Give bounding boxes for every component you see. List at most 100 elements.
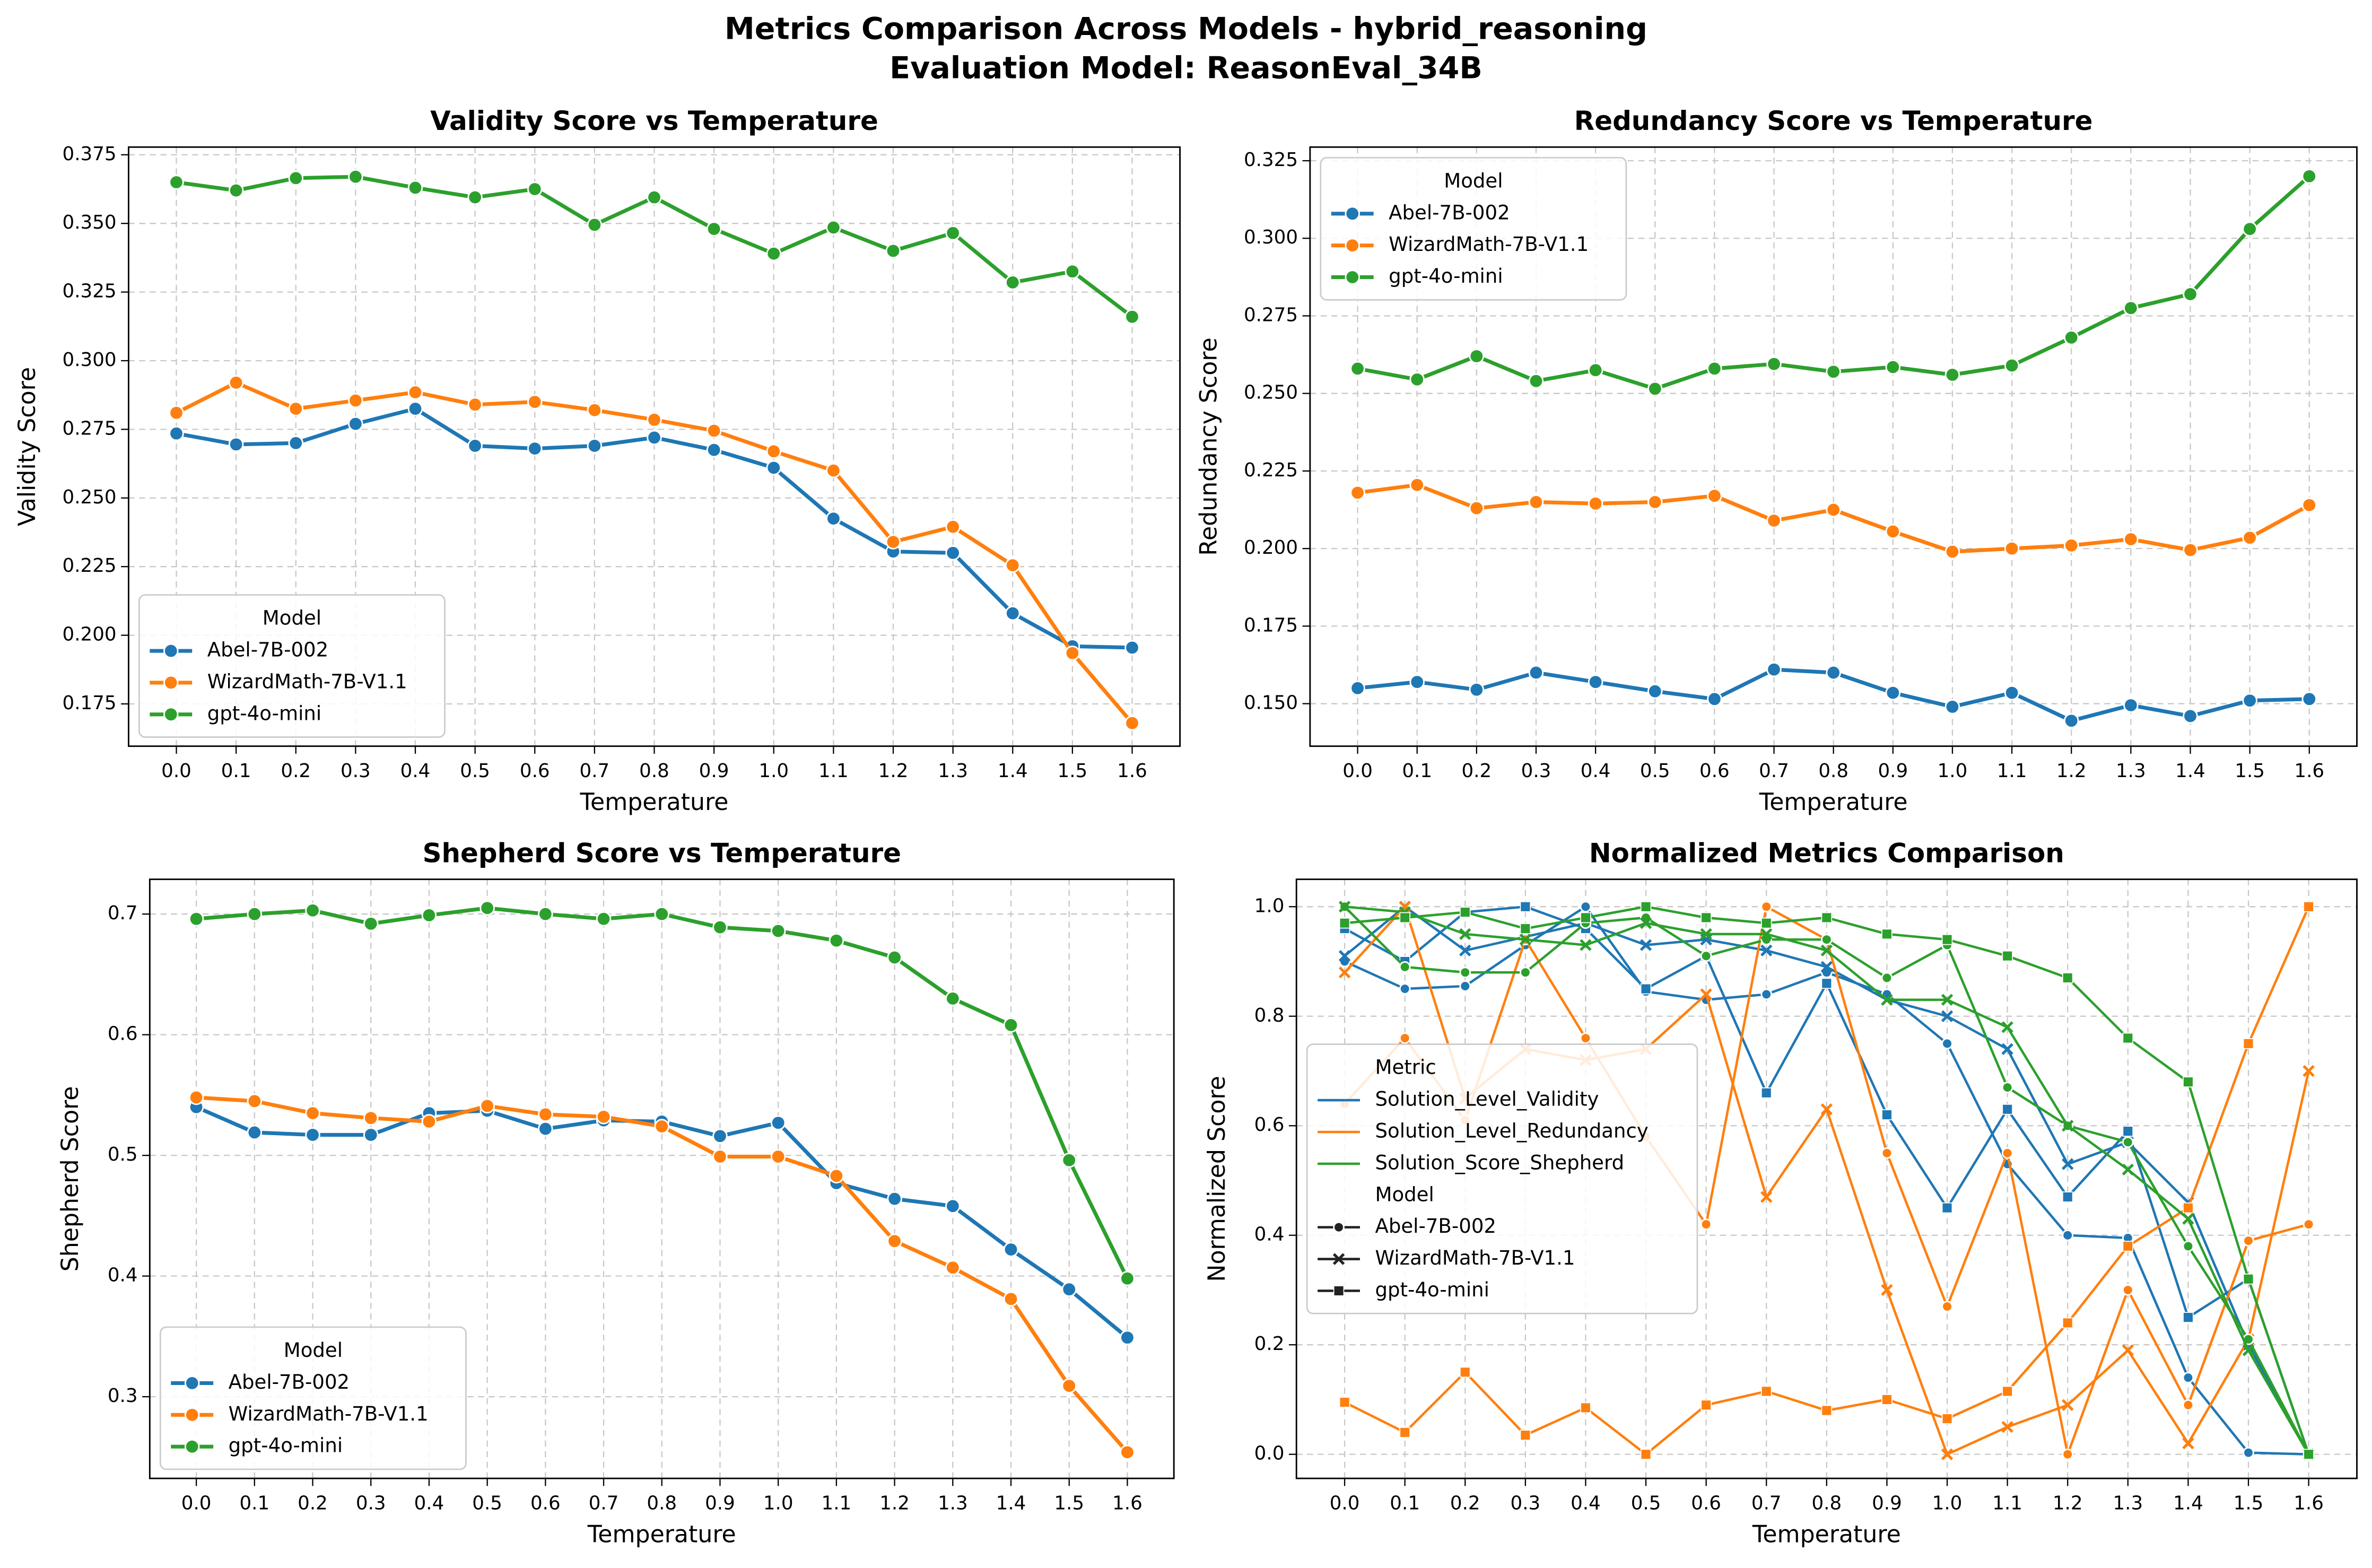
data-point	[2122, 1163, 2134, 1176]
data-point	[2183, 286, 2198, 302]
data-point	[1821, 978, 1833, 989]
legend-marker	[1345, 238, 1360, 253]
data-point	[288, 401, 304, 416]
x-tick-label: 0.0	[1342, 760, 1373, 782]
data-point	[1881, 972, 1893, 984]
x-tick-label: 1.3	[938, 1493, 968, 1514]
y-tick-label: 0.6	[1254, 1114, 1285, 1136]
x-tick-label: 0.5	[1640, 760, 1670, 782]
data-point	[1124, 309, 1140, 325]
legend-box	[1306, 1043, 1698, 1314]
data-point	[1580, 1032, 1592, 1044]
data-point	[2182, 1213, 2194, 1225]
data-point	[1881, 1147, 1893, 1159]
data-point	[247, 1093, 263, 1109]
data-point	[2063, 713, 2079, 728]
x-tick-label: 0.3	[1511, 1493, 1541, 1514]
x-tick-label: 0.9	[1878, 760, 1908, 782]
data-point	[2001, 1043, 2013, 1055]
data-point	[1944, 367, 1960, 382]
data-point	[1459, 928, 1471, 940]
x-tick-label: 1.4	[998, 760, 1028, 782]
chart-title: Validity Score vs Temperature	[430, 106, 878, 136]
data-point	[885, 534, 901, 550]
data-point	[826, 220, 841, 236]
data-point	[479, 1098, 495, 1114]
data-point	[887, 1233, 902, 1249]
data-point	[1941, 1010, 1954, 1022]
legend-section-title: Metric	[1375, 1056, 1436, 1079]
data-point	[647, 430, 662, 446]
data-point	[1885, 359, 1901, 375]
x-tick-label: 0.9	[1872, 1493, 1902, 1514]
data-point	[1580, 912, 1591, 924]
data-point	[2001, 1147, 2013, 1159]
data-point	[1528, 494, 1544, 510]
data-point	[2061, 1158, 2074, 1170]
data-point	[1881, 928, 1893, 940]
legend-label: gpt-4o-mini	[1375, 1278, 1489, 1301]
data-point	[1944, 544, 1960, 560]
data-point	[1520, 923, 1531, 934]
data-point	[1338, 966, 1351, 979]
data-point	[2062, 1191, 2073, 1203]
y-tick-label: 0.200	[63, 624, 117, 646]
plot-frame	[149, 878, 1175, 1479]
x-tick-label: 1.0	[1938, 760, 1968, 782]
y-axis-label: Normalized Score	[1204, 1076, 1231, 1282]
data-point	[169, 175, 184, 190]
x-tick-label: 1.6	[2293, 1493, 2324, 1514]
data-point	[348, 169, 363, 185]
data-point	[2243, 1447, 2254, 1459]
data-point	[2182, 1372, 2194, 1383]
data-point	[2243, 1038, 2254, 1049]
data-point	[945, 1198, 961, 1214]
data-point	[527, 394, 543, 410]
data-point	[467, 397, 483, 413]
x-tick-label: 1.5	[2235, 760, 2265, 782]
data-point	[467, 189, 483, 205]
x-tick-label: 0.7	[1759, 760, 1789, 782]
data-point	[1520, 966, 1531, 979]
x-tick-label: 1.2	[2056, 760, 2087, 782]
data-point	[1459, 980, 1471, 992]
x-tick-label: 0.0	[181, 1493, 212, 1514]
y-tick-label: 0.150	[1244, 692, 1298, 714]
data-point	[1005, 557, 1021, 573]
x-tick-label: 1.5	[2234, 1493, 2264, 1514]
data-point	[1588, 674, 1603, 690]
y-tick-label: 0.175	[1244, 614, 1298, 636]
data-point	[1124, 715, 1140, 731]
x-tick-label: 1.2	[878, 760, 909, 782]
x-tick-label: 1.1	[1997, 760, 2027, 782]
figure-subtitle: Evaluation Model: ReasonEval_34B	[890, 50, 1482, 85]
data-point	[1350, 681, 1365, 696]
data-point	[770, 1149, 786, 1164]
data-point	[1766, 356, 1782, 372]
data-point	[706, 442, 722, 458]
legend-label: Abel-7B-002	[1375, 1215, 1496, 1238]
data-point	[1459, 966, 1471, 979]
data-point	[2303, 901, 2314, 912]
y-tick-label: 0.225	[1244, 459, 1298, 481]
data-point	[1399, 961, 1411, 973]
data-point	[1459, 1366, 1471, 1378]
data-point	[2242, 530, 2257, 545]
data-point	[945, 519, 961, 535]
data-point	[1469, 682, 1485, 698]
data-point	[1640, 901, 1652, 912]
data-point	[2123, 532, 2139, 547]
data-point	[1700, 950, 1712, 962]
legend-label: gpt-4o-mini	[1389, 265, 1503, 288]
data-point	[363, 1110, 379, 1126]
legend-label: Solution_Level_Validity	[1375, 1088, 1599, 1111]
data-point	[1350, 361, 1365, 377]
data-point	[945, 991, 961, 1006]
data-point	[2062, 1448, 2074, 1460]
data-point	[169, 405, 184, 421]
data-point	[1760, 1386, 1772, 1397]
data-point	[1409, 477, 1425, 493]
legend-section-title: Model	[1375, 1183, 1434, 1206]
x-tick-label: 0.2	[1450, 1493, 1480, 1514]
